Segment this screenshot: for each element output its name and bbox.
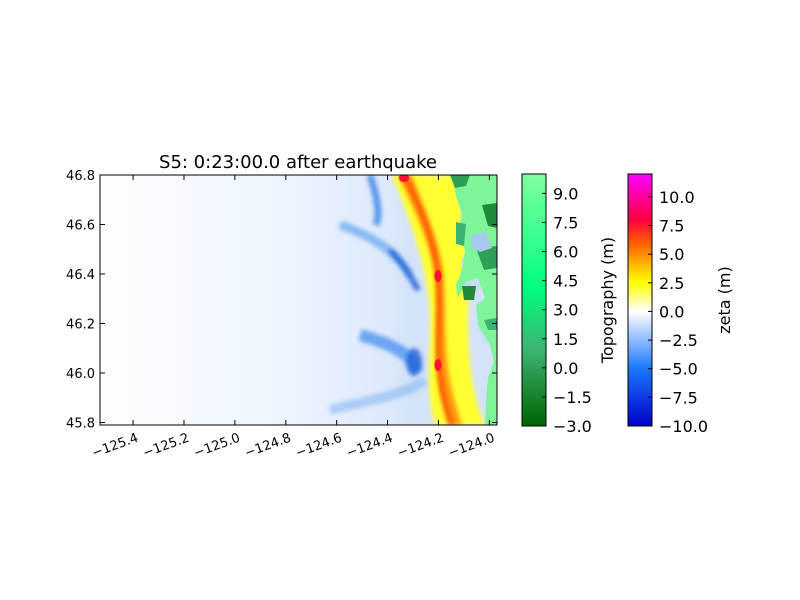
land-dark-patch-4 xyxy=(450,175,470,188)
x-tick-label: −125.0 xyxy=(192,431,242,462)
zeta-max-mid xyxy=(434,270,442,282)
zeta-colorbar: −10.0 −7.5 −5.0 −2.5 0.0 2.5 5.0 7.5 10.0 zeta (… xyxy=(627,173,734,436)
trough-mid xyxy=(387,247,421,292)
land-dark-patch-3 xyxy=(462,286,476,300)
x-tick-label: −124.2 xyxy=(395,431,445,462)
plot-frame xyxy=(99,174,498,426)
x-tick-label: −125.4 xyxy=(90,431,140,462)
zeta-colorbar-ticks: −10.0 −7.5 −5.0 −2.5 0.0 2.5 5.0 7.5 10.0 xyxy=(648,188,708,436)
colorbar-tick-label: 2.5 xyxy=(659,274,684,293)
colorbar-tick-label: 7.5 xyxy=(553,213,578,232)
topography-colorbar-label: Topography (m) xyxy=(598,237,617,364)
y-tick-label: 45.8 xyxy=(66,417,95,432)
topography-colorbar: −3.0 −1.5 0.0 1.5 3.0 4.5 6.0 7.5 9.0 Topography… xyxy=(521,173,617,436)
zeta-colorbar-label: zeta (m) xyxy=(715,266,734,333)
land-dark-patch-2 xyxy=(476,246,497,270)
land-topography xyxy=(450,175,497,425)
zeta-max-south xyxy=(434,359,442,371)
colorbar-tick-label: −1.5 xyxy=(553,388,592,407)
land-dark-patch-1 xyxy=(482,203,497,228)
plot-area xyxy=(100,175,497,425)
trough-band xyxy=(328,175,428,415)
colorbar-tick-label: 7.5 xyxy=(659,217,684,236)
chart-title: S5: 0:23:00.0 after earthquake xyxy=(159,152,437,173)
colorbar-tick-label: 10.0 xyxy=(659,188,695,207)
colorbar-tick-label: 9.0 xyxy=(553,184,578,203)
colorbar-tick-label: 0.0 xyxy=(553,359,578,378)
y-tick-label: 46.6 xyxy=(66,219,95,234)
colorbar-tick-label: −10.0 xyxy=(659,417,708,436)
x-tick-label: −125.2 xyxy=(141,431,191,462)
zeta-max-north xyxy=(399,175,409,182)
wave-crest-line xyxy=(402,175,454,425)
x-tick-label: −124.0 xyxy=(446,431,496,462)
wave-orange-band xyxy=(398,175,462,425)
trough-bottom xyxy=(328,375,428,415)
zeta-colorbar-gradient xyxy=(627,173,653,427)
land-dark-patch-6 xyxy=(484,318,497,330)
colorbar-tick-label: −5.0 xyxy=(659,360,698,379)
x-tick-label: −124.4 xyxy=(345,431,395,462)
x-tick-label: −124.6 xyxy=(294,431,344,462)
y-tick-label: 46.4 xyxy=(66,268,95,283)
colorbar-tick-label: −2.5 xyxy=(659,331,698,350)
topography-colorbar-gradient xyxy=(521,173,547,427)
land-dark-patch-5 xyxy=(456,222,466,246)
trough-north xyxy=(366,175,382,227)
colorbar-tick-label: −3.0 xyxy=(553,417,592,436)
trough-bulb xyxy=(406,348,422,376)
colorbar-tick-label: 5.0 xyxy=(659,245,684,264)
y-tick-label: 46.8 xyxy=(66,169,95,184)
y-tick-label: 46.2 xyxy=(66,318,95,333)
colorbar-tick-label: 1.5 xyxy=(553,330,578,349)
colorbar-tick-label: 6.0 xyxy=(553,243,578,262)
colorbar-tick-label: 4.5 xyxy=(553,272,578,291)
colorbar-tick-label: 0.0 xyxy=(659,302,684,321)
colorbar-tick-label: 3.0 xyxy=(553,301,578,320)
y-tick-label: 46.0 xyxy=(66,367,95,382)
y-axis: 45.8 46.0 46.2 46.4 46.6 46.8 xyxy=(66,169,497,432)
bay-water xyxy=(470,232,492,252)
x-tick-label: −124.8 xyxy=(243,431,293,462)
colorbar-tick-label: −7.5 xyxy=(659,388,698,407)
topography-colorbar-ticks: −3.0 −1.5 0.0 1.5 3.0 4.5 6.0 7.5 9.0 xyxy=(542,184,592,436)
